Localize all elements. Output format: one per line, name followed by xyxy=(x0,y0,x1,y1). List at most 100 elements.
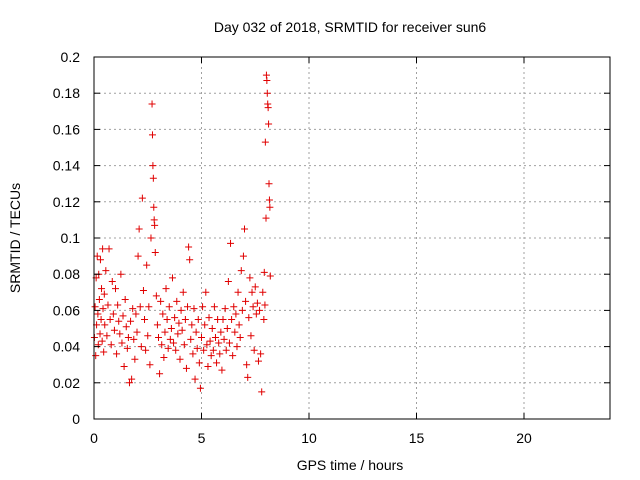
data-point xyxy=(179,288,187,296)
data-point xyxy=(150,203,158,211)
data-point xyxy=(172,346,180,354)
data-point xyxy=(209,346,217,354)
y-tick-label: 0.08 xyxy=(53,266,80,282)
data-point xyxy=(243,361,251,369)
data-point xyxy=(136,303,144,311)
chart-title: Day 032 of 2018, SRMTID for receiver sun… xyxy=(214,19,487,35)
data-point xyxy=(128,375,136,383)
data-point xyxy=(94,341,102,349)
data-point xyxy=(262,214,270,222)
data-point xyxy=(225,339,233,347)
data-point xyxy=(151,248,159,256)
data-point xyxy=(148,131,156,139)
data-point xyxy=(223,325,231,332)
data-point xyxy=(266,272,274,280)
data-point xyxy=(119,312,127,320)
data-point xyxy=(130,335,138,343)
data-point xyxy=(153,321,161,329)
data-point xyxy=(165,303,173,311)
data-point xyxy=(228,315,236,323)
data-point xyxy=(227,239,235,247)
data-point xyxy=(117,270,125,278)
data-point xyxy=(124,334,132,342)
data-point xyxy=(252,310,260,318)
data-point xyxy=(106,315,114,323)
data-point xyxy=(98,337,106,345)
data-point xyxy=(224,277,232,285)
data-point xyxy=(94,310,102,318)
data-point xyxy=(164,344,172,352)
data-point xyxy=(113,350,121,358)
data-point xyxy=(186,256,194,264)
data-point xyxy=(266,203,274,211)
data-point xyxy=(158,341,166,349)
data-point xyxy=(167,325,175,332)
data-point xyxy=(118,339,126,347)
y-tick-label: 0 xyxy=(72,411,80,427)
data-point xyxy=(254,357,262,365)
data-point xyxy=(231,328,239,336)
data-point xyxy=(260,268,268,276)
data-point xyxy=(125,379,133,387)
data-point xyxy=(241,225,248,233)
data-point xyxy=(178,326,186,334)
data-point xyxy=(161,328,169,336)
data-point xyxy=(263,89,271,97)
data-point xyxy=(116,330,124,338)
data-point xyxy=(202,288,210,296)
data-point xyxy=(100,348,108,356)
data-point xyxy=(194,315,202,323)
data-point xyxy=(253,299,261,307)
data-point xyxy=(182,364,190,372)
x-tick-label: 0 xyxy=(90,430,98,446)
data-point xyxy=(260,315,268,323)
data-point xyxy=(230,303,238,311)
data-point xyxy=(174,330,182,338)
data-point xyxy=(258,388,266,396)
data-point xyxy=(257,350,265,358)
data-point xyxy=(238,306,246,314)
data-point xyxy=(97,315,105,323)
grid-lines xyxy=(94,57,610,419)
data-point xyxy=(192,328,200,336)
data-point xyxy=(232,310,240,318)
data-point xyxy=(104,301,112,309)
data-point xyxy=(109,310,117,318)
data-point xyxy=(181,315,189,323)
data-point xyxy=(259,288,267,296)
data-point xyxy=(195,359,203,367)
data-point xyxy=(210,303,218,311)
data-point xyxy=(196,384,204,392)
data-point xyxy=(139,286,147,294)
data-point xyxy=(135,225,143,233)
y-axis-title: SRMTID / TECUs xyxy=(7,183,23,293)
y-tick-label: 0.12 xyxy=(53,194,80,210)
data-point xyxy=(143,261,151,269)
data-points xyxy=(90,71,274,396)
data-point xyxy=(149,162,157,170)
data-point xyxy=(96,330,104,338)
data-point xyxy=(115,317,123,325)
data-point xyxy=(163,315,171,323)
data-point xyxy=(221,305,229,313)
data-point xyxy=(265,196,273,204)
data-point xyxy=(127,317,135,325)
data-point xyxy=(156,370,164,378)
data-point xyxy=(95,296,103,304)
data-point xyxy=(134,252,142,260)
data-point xyxy=(152,292,160,300)
data-point xyxy=(249,303,257,311)
data-point xyxy=(99,305,107,313)
data-point xyxy=(175,319,183,327)
data-point xyxy=(217,328,225,336)
data-point xyxy=(185,243,193,251)
data-point xyxy=(105,245,113,253)
data-point xyxy=(204,363,212,371)
y-tick-label: 0.14 xyxy=(53,158,80,174)
plot-frame xyxy=(93,56,611,420)
data-point xyxy=(239,252,247,260)
data-point xyxy=(215,339,223,347)
data-point xyxy=(207,352,215,360)
data-point xyxy=(108,277,116,285)
data-point xyxy=(151,221,159,229)
